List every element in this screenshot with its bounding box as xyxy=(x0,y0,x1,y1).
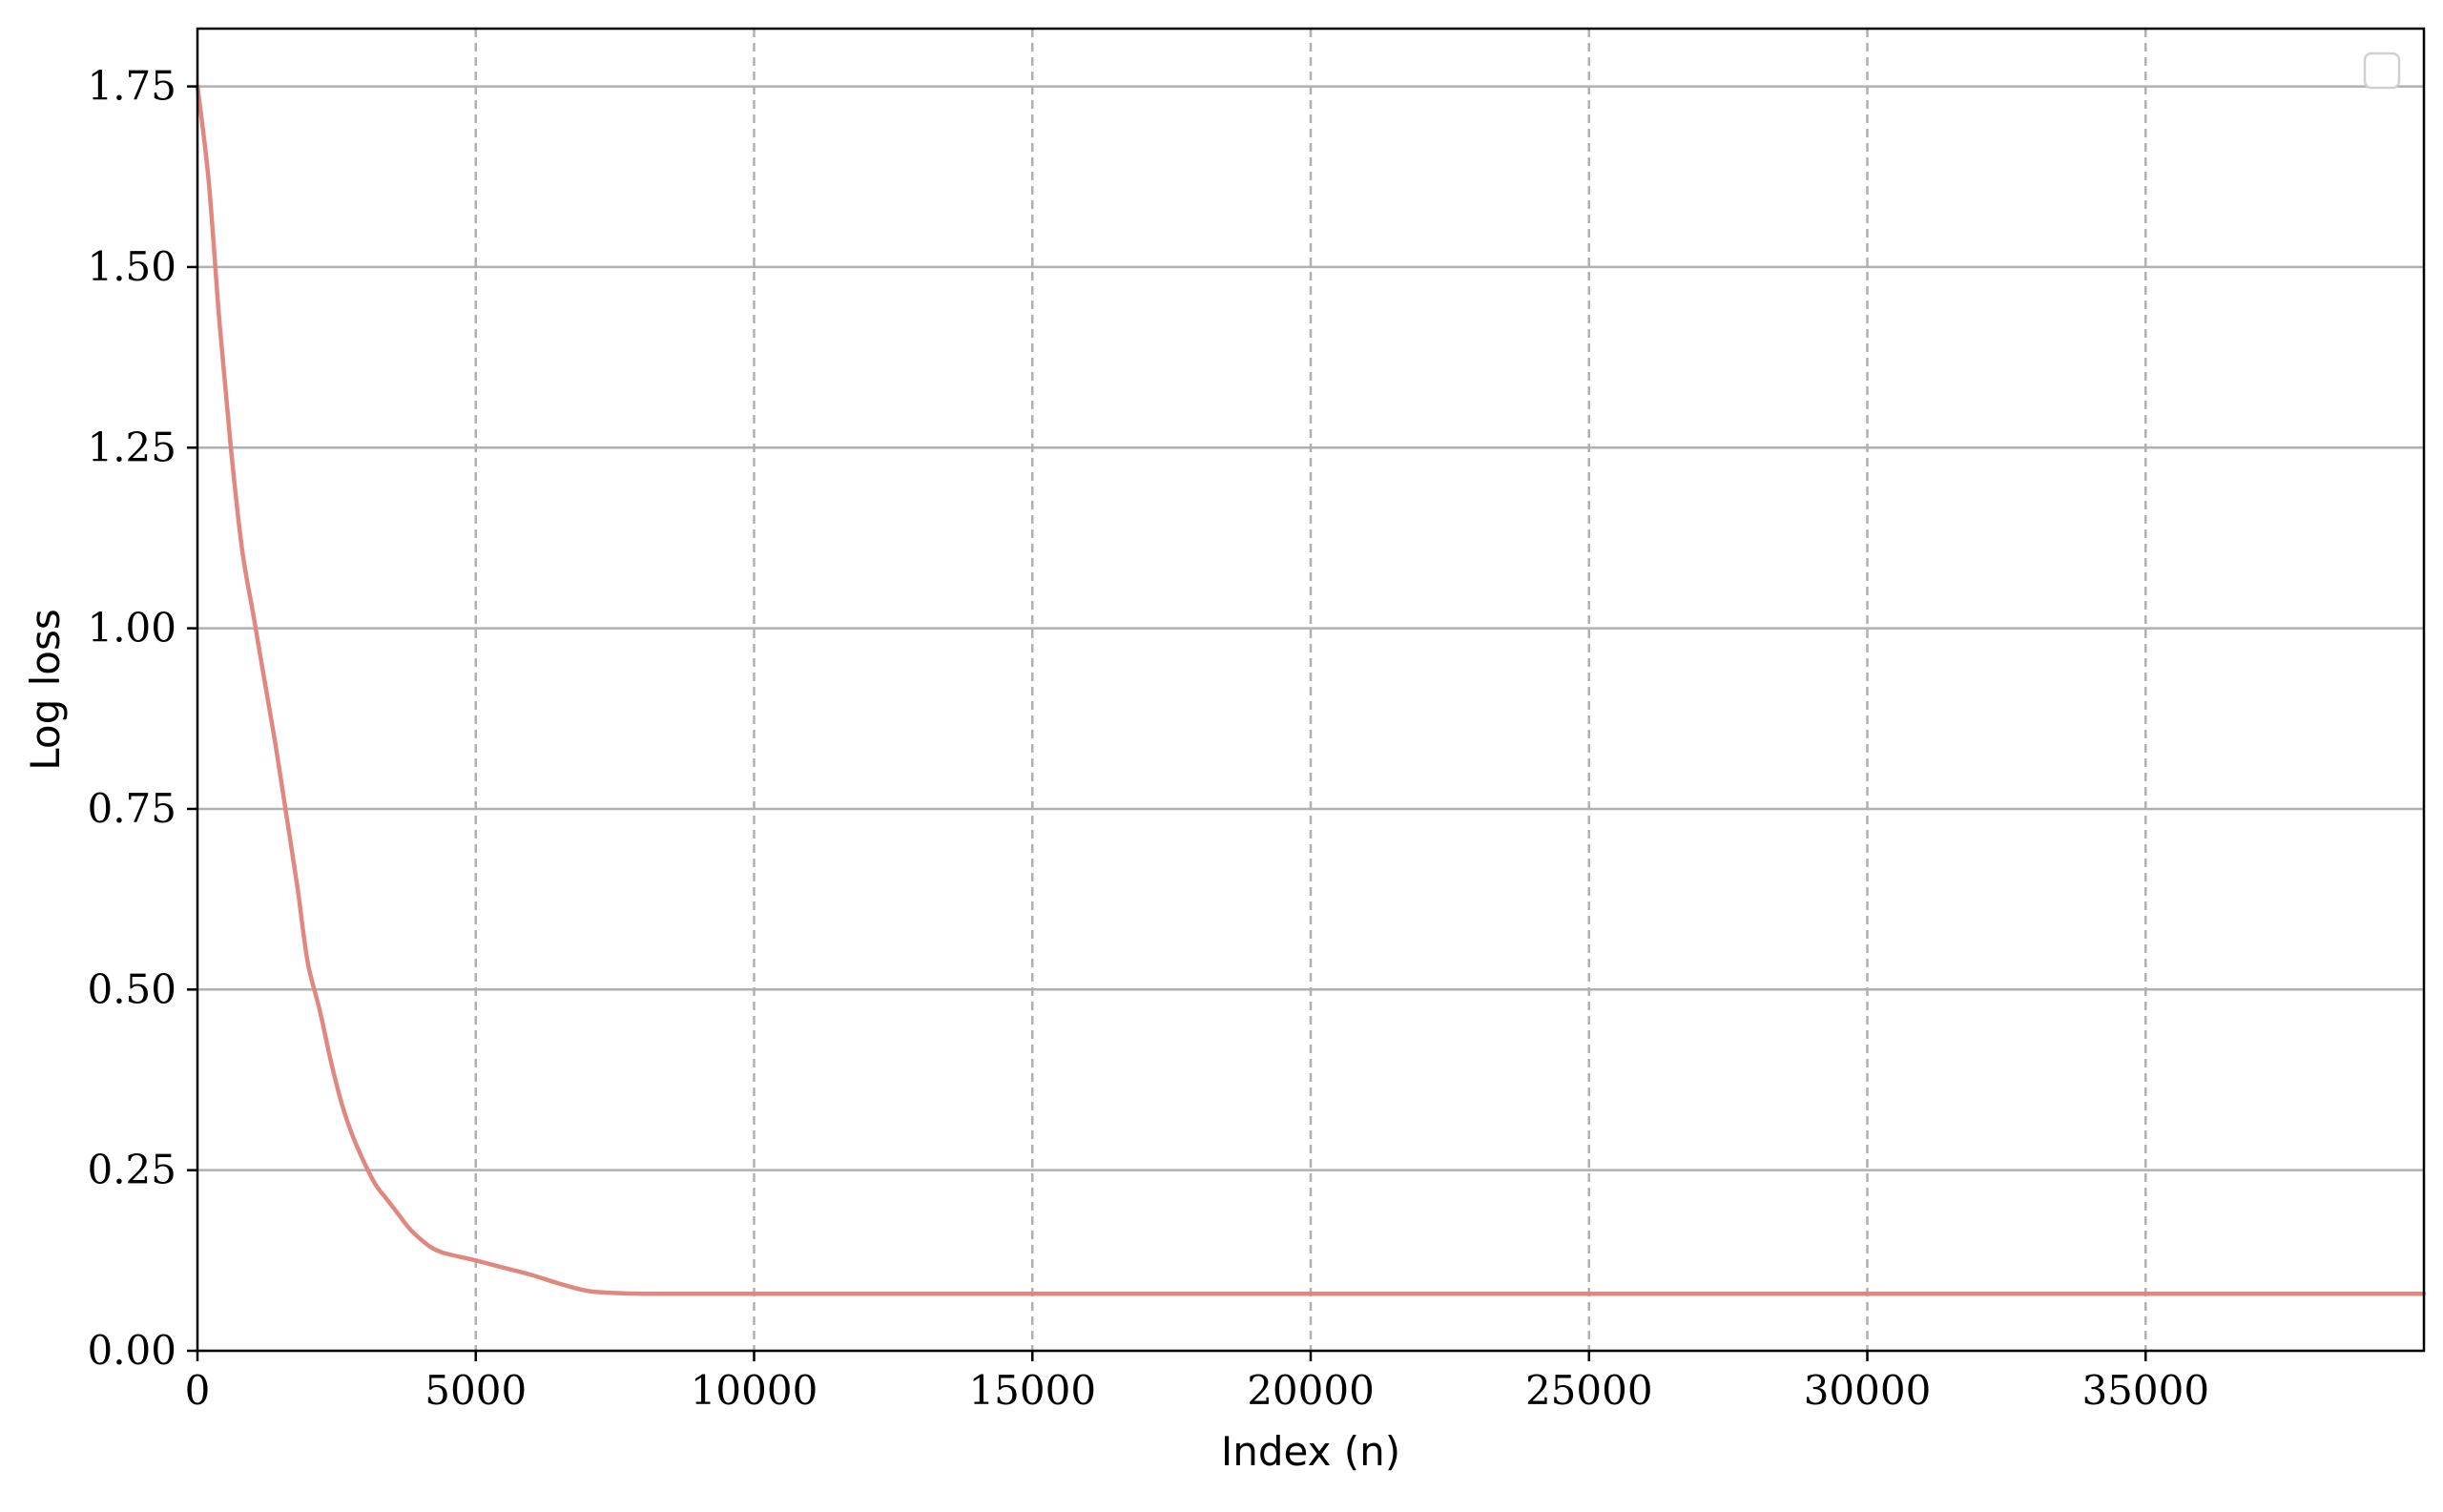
series-layer xyxy=(195,84,2427,1296)
legend xyxy=(2363,52,2401,90)
series-line xyxy=(195,84,2427,1296)
x-tick-label: 35000 xyxy=(2081,1367,2209,1414)
y-tick-label: 0.75 xyxy=(87,785,176,832)
y-tick-label: 0.50 xyxy=(87,965,176,1012)
x-tick-label: 20000 xyxy=(1247,1367,1375,1414)
y-axis-label: Log loss xyxy=(22,609,69,771)
x-tick-label: 5000 xyxy=(424,1367,527,1414)
x-tick-label: 30000 xyxy=(1804,1367,1932,1414)
x-tick-label: 15000 xyxy=(968,1367,1096,1414)
ticks: 0.00 0.25 0.50 0.75 1.00 1.25 1.50 1.75 0 5000 100… xyxy=(87,63,2209,1414)
y-tick-label: 1.50 xyxy=(87,243,176,290)
y-tick-label: 0.25 xyxy=(87,1147,176,1193)
y-tick-label: 1.00 xyxy=(87,605,176,652)
x-tick-label: 10000 xyxy=(691,1367,818,1414)
x-axis-label: Index (n) xyxy=(1221,1428,1400,1475)
y-tick-label: 1.25 xyxy=(87,424,176,470)
y-tick-label: 1.75 xyxy=(87,63,176,110)
x-tick-label: 25000 xyxy=(1525,1367,1653,1414)
x-tick-label: 0 xyxy=(185,1367,211,1414)
grid xyxy=(197,29,2424,1353)
y-tick-label: 0.00 xyxy=(87,1327,176,1374)
